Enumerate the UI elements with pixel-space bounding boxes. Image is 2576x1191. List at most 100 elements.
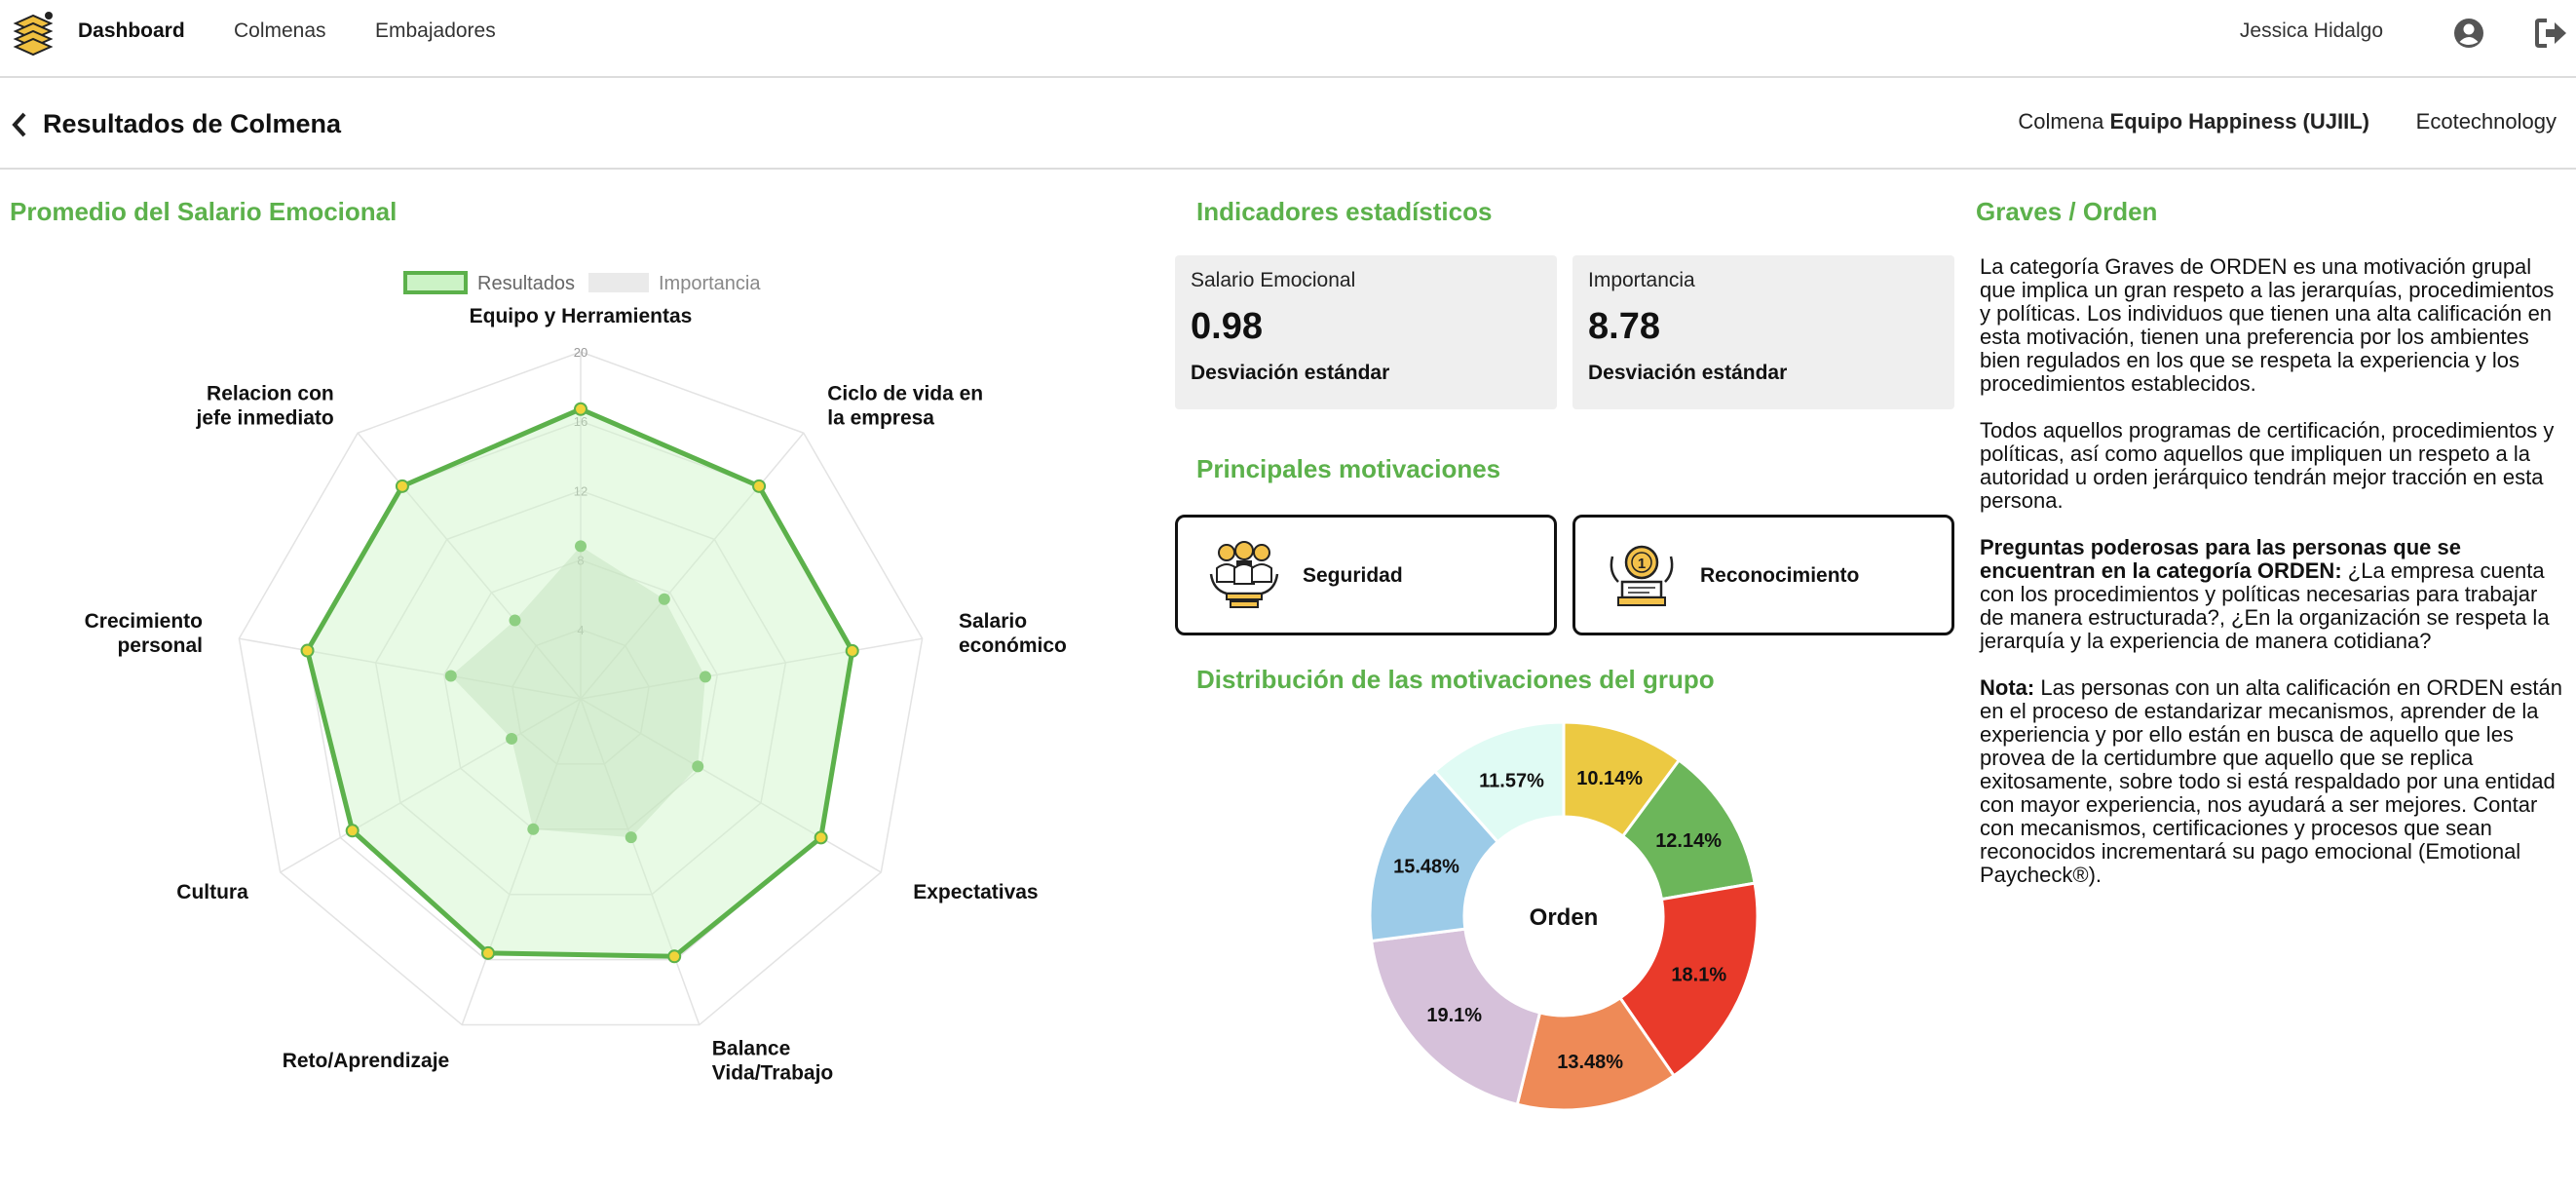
radar-tick-label: 20 — [574, 345, 587, 360]
donut-slice[interactable] — [1617, 881, 1760, 1078]
radar-results-point — [481, 945, 496, 960]
powerful-questions-text: ¿La empresa cuenta con los procedimiento… — [1980, 558, 2550, 653]
radar-importance-point — [444, 670, 457, 682]
user-name[interactable]: Jessica Hidalgo — [2239, 19, 2383, 42]
radar-results-area — [304, 406, 855, 959]
stat-value: 0.98 — [1191, 306, 1263, 347]
radar-category-label: Reto/Aprendizaje — [283, 1050, 450, 1072]
radar-legend: Resultados Importancia — [403, 271, 761, 294]
radar-tick-label: 4 — [577, 623, 584, 637]
hive-prefix: Colmena — [2018, 109, 2104, 134]
nav-colmenas[interactable]: Colmenas — [234, 19, 326, 42]
donut-slice-label: 15.48% — [1393, 856, 1459, 877]
donut-slice-label: 12.14% — [1655, 830, 1722, 852]
radar-importance-point — [699, 671, 711, 683]
stat-foot: Desviación estándar — [1588, 362, 1788, 384]
donut-slice-label: 11.57% — [1479, 770, 1544, 791]
radar-results-series — [300, 402, 859, 964]
donut-center-label: Orden — [1530, 904, 1599, 931]
donut-slice[interactable] — [1369, 927, 1542, 1107]
radar-tick-label: 16 — [574, 414, 587, 429]
radar-labels: Equipo y Herramientas Ciclo de vida enla … — [85, 305, 1067, 1085]
radar-category-label: Ciclo de vida en — [827, 383, 983, 405]
note-paragraph: Nota: Las personas con un alta calificac… — [1980, 676, 2564, 887]
motivations-section-title: Principales motivaciones — [1196, 454, 1501, 483]
powerful-questions-heading: Preguntas poderosas para las personas qu… — [1980, 535, 2461, 583]
radar-axis-line — [461, 698, 582, 1025]
logout-icon[interactable] — [2535, 18, 2568, 49]
radar-importance-point — [506, 732, 518, 745]
radar-axis-line — [580, 637, 923, 700]
legend-results-swatch — [403, 271, 468, 294]
radar-importance-area — [450, 546, 705, 838]
company-name: Ecotechnology — [2415, 109, 2557, 134]
donut-slice-label: 19.1% — [1426, 1005, 1482, 1026]
radar-results-point — [345, 824, 360, 838]
radar-section-title: Promedio del Salario Emocional — [10, 197, 398, 226]
radar-category-label: Balance — [712, 1038, 791, 1060]
nav-dashboard[interactable]: Dashboard — [78, 19, 185, 42]
radar-importance-point — [509, 614, 521, 627]
radar-category-label: la empresa — [827, 407, 934, 430]
motivation-label: Reconocimiento — [1700, 564, 1860, 587]
radar-category-label: Expectativas — [913, 881, 1038, 903]
radar-axis-line — [357, 432, 582, 700]
radar-category-label: Equipo y Herramientas — [470, 305, 693, 327]
donut-slice-label: 18.1% — [1671, 964, 1726, 985]
motivation-card-reconocimiento[interactable]: 1 Reconocimiento — [1572, 515, 1954, 635]
radar-results-point — [814, 830, 828, 845]
motivation-card-seguridad[interactable]: Seguridad — [1175, 515, 1557, 635]
radar-results-point — [752, 479, 767, 493]
radar-grid: 4 8 12 16 20 — [238, 345, 924, 1026]
donut-slice[interactable] — [1432, 720, 1566, 844]
note-text: Las personas con un alta calificación en… — [1980, 675, 2562, 887]
radar-results-point — [395, 479, 409, 493]
radar-category-label: jefe inmediato — [196, 407, 334, 430]
radar-category-label: económico — [959, 634, 1067, 657]
radar-axis-line — [239, 637, 582, 700]
radar-grid-ring — [374, 489, 787, 896]
stat-foot: Desviación estándar — [1191, 362, 1390, 384]
radar-results-point — [300, 643, 315, 658]
note-heading: Nota: — [1980, 675, 2035, 700]
donut-slice[interactable] — [1368, 769, 1500, 943]
page-header: Resultados de Colmena Colmena Equipo Hap… — [0, 80, 2576, 170]
donut-slice-label: 10.14% — [1576, 768, 1643, 789]
medal-award-icon: 1 — [1610, 545, 1674, 606]
radar-importance-point — [658, 593, 670, 605]
donut-slice-label: 13.48% — [1557, 1052, 1623, 1073]
radar-grid-ring — [442, 558, 719, 830]
motivations-distribution-donut-chart: 10.14% 12.14% 18.1% 13.48% 19.1% 15.48% 11.57%… — [1368, 720, 1760, 1112]
stat-value: 8.78 — [1588, 306, 1660, 347]
donut-labels: 10.14% 12.14% 18.1% 13.48% 19.1% 15.48% 11.57% — [1393, 768, 1726, 1073]
nav-embajadores[interactable]: Embajadores — [375, 19, 496, 42]
radar-tick-label: 8 — [577, 554, 584, 568]
top-navbar: Dashboard Colmenas Embajadores Jessica H… — [0, 0, 2576, 78]
distribution-section-title: Distribución de las motivaciones del gru… — [1196, 665, 1715, 694]
stats-section-title: Indicadores estadísticos — [1196, 197, 1493, 226]
radar-importance-point — [692, 760, 704, 773]
radar-category-label: Salario — [959, 610, 1027, 633]
radar-importance-point — [625, 831, 637, 844]
hive-logo-icon[interactable] — [12, 10, 55, 58]
radar-results-point — [845, 643, 859, 658]
hive-info: Colmena Equipo Happiness (UJIIL) — [2018, 109, 2369, 134]
radar-importance-point — [575, 540, 587, 553]
legend-results-label: Resultados — [477, 273, 575, 294]
radar-category-label: personal — [117, 634, 203, 657]
description-title: Graves / Orden — [1976, 197, 2158, 226]
radar-axis-line — [580, 698, 701, 1025]
legend-importance-swatch — [588, 273, 649, 292]
radar-grid-ring — [511, 629, 650, 765]
back-chevron-icon[interactable] — [10, 111, 29, 138]
hive-name: Equipo Happiness (UJIIL) — [2109, 109, 2369, 134]
radar-grid-ring — [238, 351, 924, 1026]
description-paragraph: Todos aquellos programas de certificació… — [1980, 418, 2555, 513]
page-title: Resultados de Colmena — [43, 109, 342, 138]
security-team-icon — [1209, 541, 1279, 608]
svg-text:1: 1 — [1638, 556, 1646, 572]
description-paragraph: La categoría Graves de ORDEN es una moti… — [1980, 254, 2555, 396]
radar-axis-line — [580, 432, 805, 700]
radar-results-point — [574, 402, 587, 416]
user-avatar-icon[interactable] — [2453, 18, 2484, 49]
